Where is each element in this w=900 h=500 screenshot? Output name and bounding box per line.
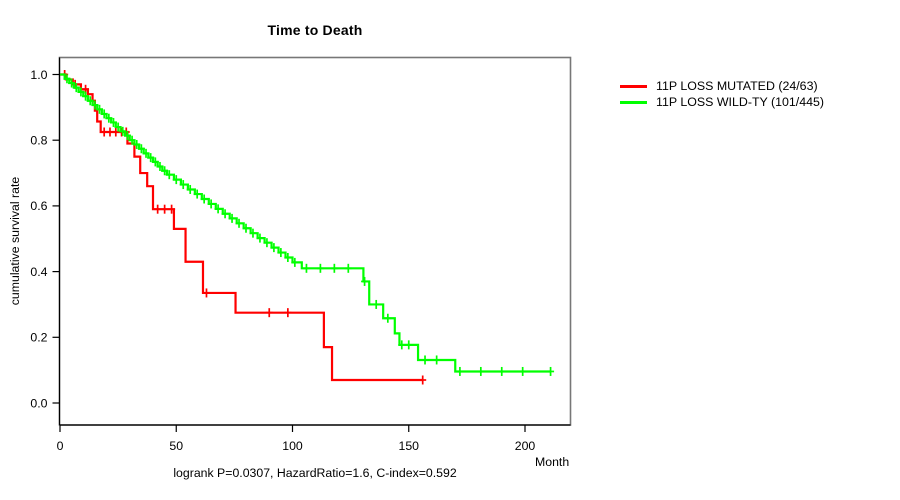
legend-line-wildtype-icon	[620, 100, 647, 104]
tick-label: 150	[398, 439, 419, 453]
stats-caption: logrank P=0.0307, HazardRatio=1.6, C-ind…	[173, 466, 457, 480]
tick-label: 0	[57, 439, 64, 453]
tick-label: 0.8	[30, 134, 47, 148]
legend-line-mutated-icon	[620, 84, 647, 88]
chart-title: Time to Death	[267, 22, 363, 38]
legend-label-wildtype: 11P LOSS WILD-TY (101/445)	[656, 95, 825, 109]
censor-marks-1	[63, 74, 555, 376]
plot-box	[58, 56, 572, 426]
legend: 11P LOSS MUTATED (24/63) 11P LOSS WILD-T…	[620, 78, 824, 110]
km-series-1	[60, 73, 555, 376]
legend-label-mutated: 11P LOSS MUTATED (24/63)	[656, 79, 818, 93]
tick-label: 200	[515, 439, 536, 453]
y-axis-ticks: 1.0 0.8 0.6 0.4 0.2 0.0	[30, 68, 60, 410]
tick-label: 50	[169, 439, 183, 453]
tick-label: 100	[282, 439, 303, 453]
x-axis-ticks: 0 50 100 150 200	[57, 425, 536, 453]
tick-label: 1.0	[30, 68, 47, 82]
tick-label: 0.0	[30, 396, 47, 410]
tick-label: 0.2	[30, 331, 47, 345]
legend-item-wildtype: 11P LOSS WILD-TY (101/445)	[620, 94, 824, 110]
legend-item-mutated: 11P LOSS MUTATED (24/63)	[620, 78, 824, 94]
km-curve-0	[60, 73, 423, 382]
x-axis-label: Month	[535, 455, 570, 469]
km-curve-1	[60, 73, 551, 373]
tick-label: 0.4	[30, 265, 47, 279]
tick-label: 0.6	[30, 199, 47, 213]
